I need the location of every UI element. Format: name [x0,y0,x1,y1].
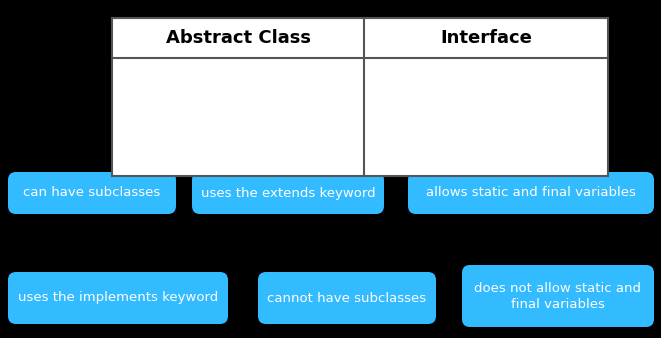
FancyBboxPatch shape [8,272,228,324]
Text: uses the extends keyword: uses the extends keyword [201,187,375,199]
FancyBboxPatch shape [408,172,654,214]
Text: Interface: Interface [440,29,532,47]
Text: cannot have subclasses: cannot have subclasses [268,291,426,305]
Text: can have subclasses: can have subclasses [23,187,161,199]
Text: Abstract Class: Abstract Class [165,29,311,47]
Text: uses the implements keyword: uses the implements keyword [18,291,218,305]
FancyBboxPatch shape [258,272,436,324]
FancyBboxPatch shape [192,172,384,214]
Bar [112,18,608,176]
FancyBboxPatch shape [462,265,654,327]
Text: allows static and final variables: allows static and final variables [426,187,636,199]
FancyBboxPatch shape [8,172,176,214]
Text: does not allow static and
final variables: does not allow static and final variable… [475,282,641,311]
